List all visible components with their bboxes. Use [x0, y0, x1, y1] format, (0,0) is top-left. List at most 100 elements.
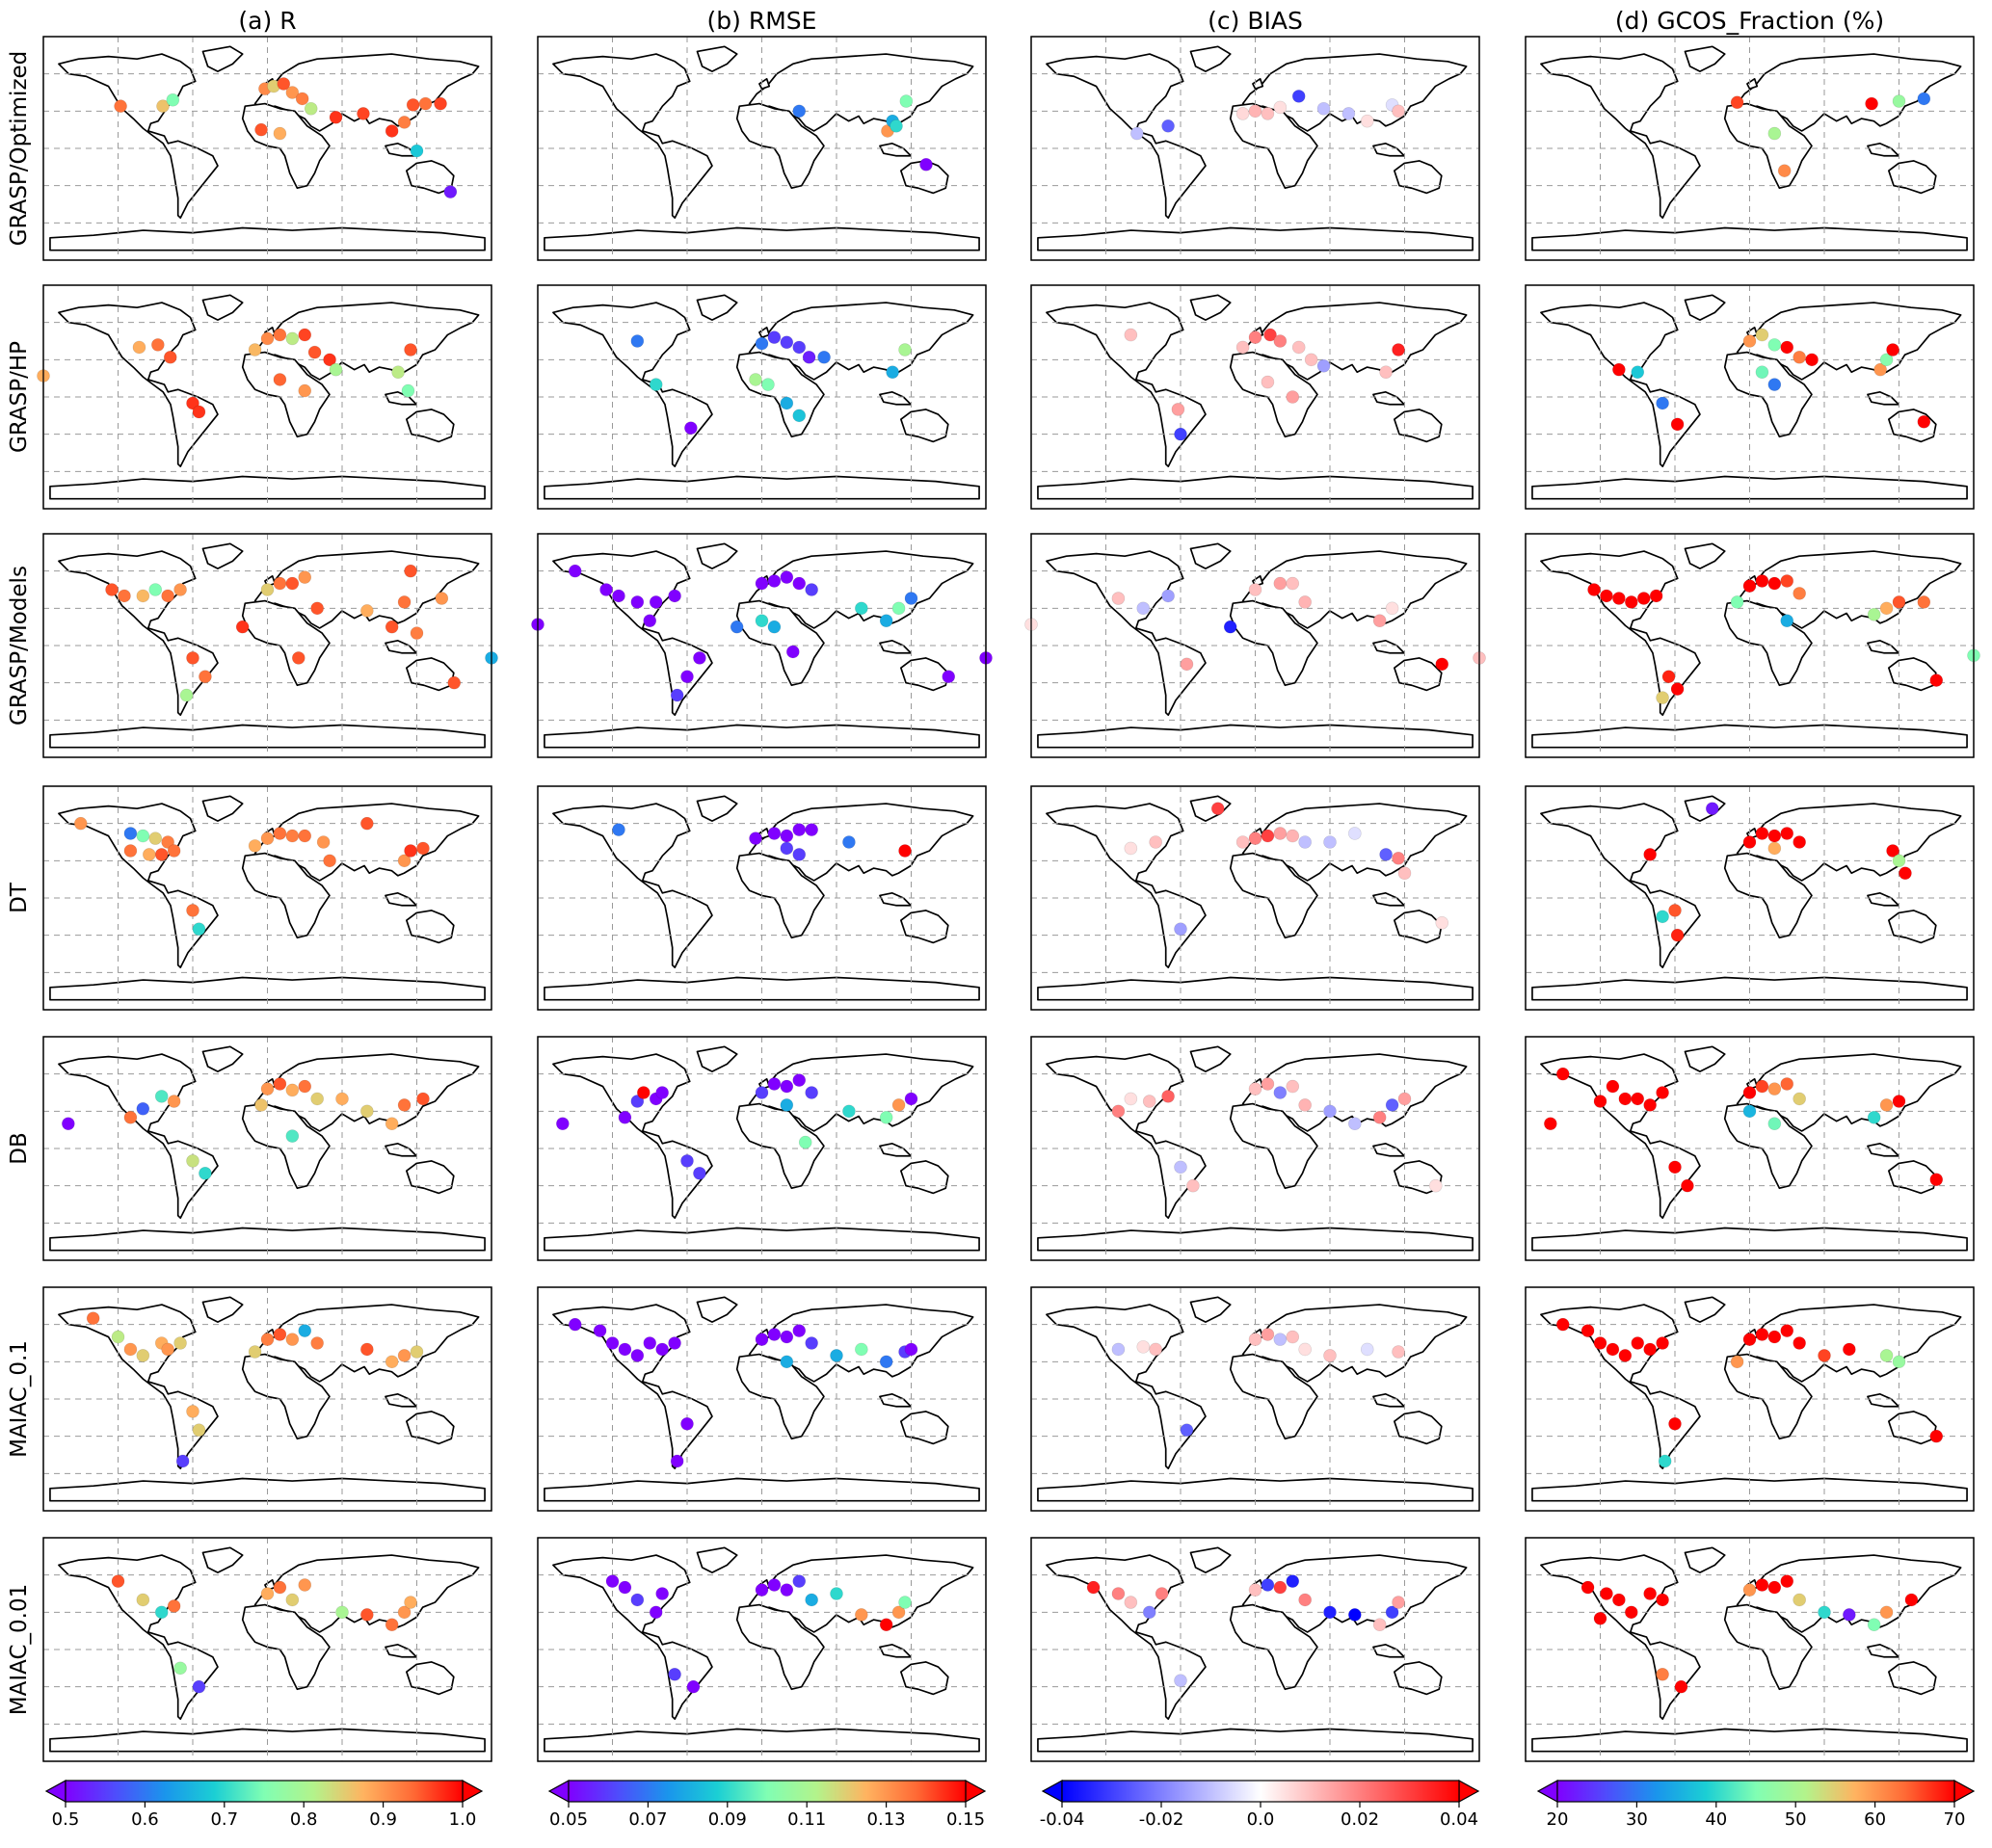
colorbar-min-arrow [44, 1779, 66, 1804]
map-border [537, 284, 987, 510]
site-marker [199, 1166, 212, 1180]
site-marker [1865, 96, 1878, 111]
site-marker [749, 832, 762, 845]
site-marker [310, 601, 324, 616]
site-marker [767, 827, 782, 840]
colorbar-gradient [1557, 1781, 1954, 1802]
site-marker [410, 1345, 424, 1359]
site-marker [1161, 119, 1175, 133]
colorbar-tick-label: 0.09 [708, 1809, 747, 1830]
site-marker [248, 343, 262, 356]
site-marker [693, 651, 706, 665]
map-panel-r3-c0 [42, 785, 492, 1011]
site-marker [285, 86, 300, 99]
colorbars: 0.5 0.6 0.7 0.8 0.9 1.0 0.05 0.07 0.09 0.11 0.13 0.… [44, 1779, 1976, 1830]
colorbar-tick-label: 50 [1785, 1809, 1807, 1830]
map-panel-r2-c0 [42, 533, 498, 758]
site-marker [1263, 328, 1277, 342]
site-marker [792, 576, 807, 591]
map-panel-r0-c3 [1525, 36, 1975, 261]
site-marker [1397, 866, 1412, 881]
site-marker [767, 620, 782, 634]
site-marker [1730, 1355, 1744, 1369]
site-marker [749, 373, 762, 386]
colorbar-1: 0.05 0.07 0.09 0.11 0.13 0.15 [547, 1779, 987, 1830]
site-marker [111, 1330, 125, 1344]
site-marker [1298, 1593, 1312, 1607]
map-panel-r3-c2 [1030, 785, 1480, 1011]
site-marker [1793, 1336, 1806, 1350]
row-label: MAIAC_0.01 [7, 1584, 32, 1715]
site-marker [680, 670, 694, 684]
site-marker [1879, 1349, 1894, 1362]
colorbar-tick-label: 0.13 [867, 1809, 906, 1830]
site-marker [136, 1101, 150, 1116]
site-marker [755, 614, 769, 628]
map-panel-r2-c1 [531, 533, 993, 758]
site-marker [385, 1117, 399, 1131]
site-marker [291, 651, 305, 665]
site-marker [680, 1154, 694, 1168]
site-marker [1316, 101, 1331, 116]
site-marker [1235, 107, 1250, 120]
map-panel-r4-c3 [1525, 1036, 1975, 1261]
site-marker [1656, 910, 1669, 924]
site-marker [418, 96, 433, 111]
site-marker [1892, 854, 1906, 868]
site-marker [1186, 1178, 1200, 1193]
site-marker [285, 331, 300, 346]
site-marker [1742, 835, 1757, 849]
column-title: (b) RMSE [707, 7, 817, 35]
site-marker [755, 576, 769, 591]
site-marker [154, 1090, 169, 1103]
colorbar-tick-label: 0.8 [290, 1809, 318, 1830]
site-marker [1360, 1342, 1374, 1357]
site-marker [357, 107, 370, 120]
site-marker [830, 1587, 843, 1600]
map-panel-r6-c3 [1525, 1537, 1975, 1762]
site-marker [1867, 1618, 1881, 1632]
site-marker [630, 1095, 645, 1108]
site-marker [1348, 827, 1362, 840]
map-panel-r5-c2 [1030, 1286, 1480, 1512]
site-marker [136, 589, 150, 603]
site-marker [1624, 595, 1638, 609]
site-marker [335, 1605, 349, 1620]
site-marker [298, 570, 312, 584]
site-marker [404, 564, 417, 578]
site-marker [316, 835, 331, 849]
site-marker [755, 1333, 769, 1346]
site-marker [649, 595, 663, 609]
map-border [42, 284, 492, 510]
site-marker [1636, 592, 1651, 605]
column-title: (c) BIAS [1208, 7, 1303, 35]
colorbar-tick-label: 0.9 [369, 1809, 397, 1830]
site-marker [1555, 1067, 1570, 1081]
site-marker [1291, 340, 1306, 355]
site-marker [1742, 1104, 1757, 1119]
site-marker [898, 844, 912, 858]
site-marker [1124, 1092, 1138, 1106]
site-marker [1879, 1605, 1894, 1620]
site-marker [416, 1092, 430, 1106]
row-labels: GRASP/Optimized GRASP/HP GRASP/Models DT DB M… [7, 51, 32, 1716]
map-panel-r3-c1 [537, 785, 987, 1011]
site-marker [1904, 1593, 1919, 1607]
site-marker [277, 77, 291, 91]
site-marker [780, 1098, 794, 1112]
site-marker [1161, 1090, 1175, 1103]
site-marker [767, 330, 782, 344]
site-marker [780, 829, 794, 843]
site-marker [1248, 583, 1262, 596]
site-marker [248, 839, 262, 853]
site-marker [1372, 1618, 1387, 1632]
site-marker [649, 1605, 663, 1620]
site-marker [1879, 1098, 1894, 1112]
colorbar-3: 20 30 40 50 60 70 [1536, 1779, 1976, 1830]
site-marker [1298, 1098, 1312, 1112]
site-marker [886, 365, 899, 380]
site-marker [1656, 1593, 1669, 1607]
colorbar-tick-label: 0.7 [210, 1809, 238, 1830]
colorbar-tick-label: 0.5 [52, 1809, 80, 1830]
site-marker [151, 338, 165, 352]
